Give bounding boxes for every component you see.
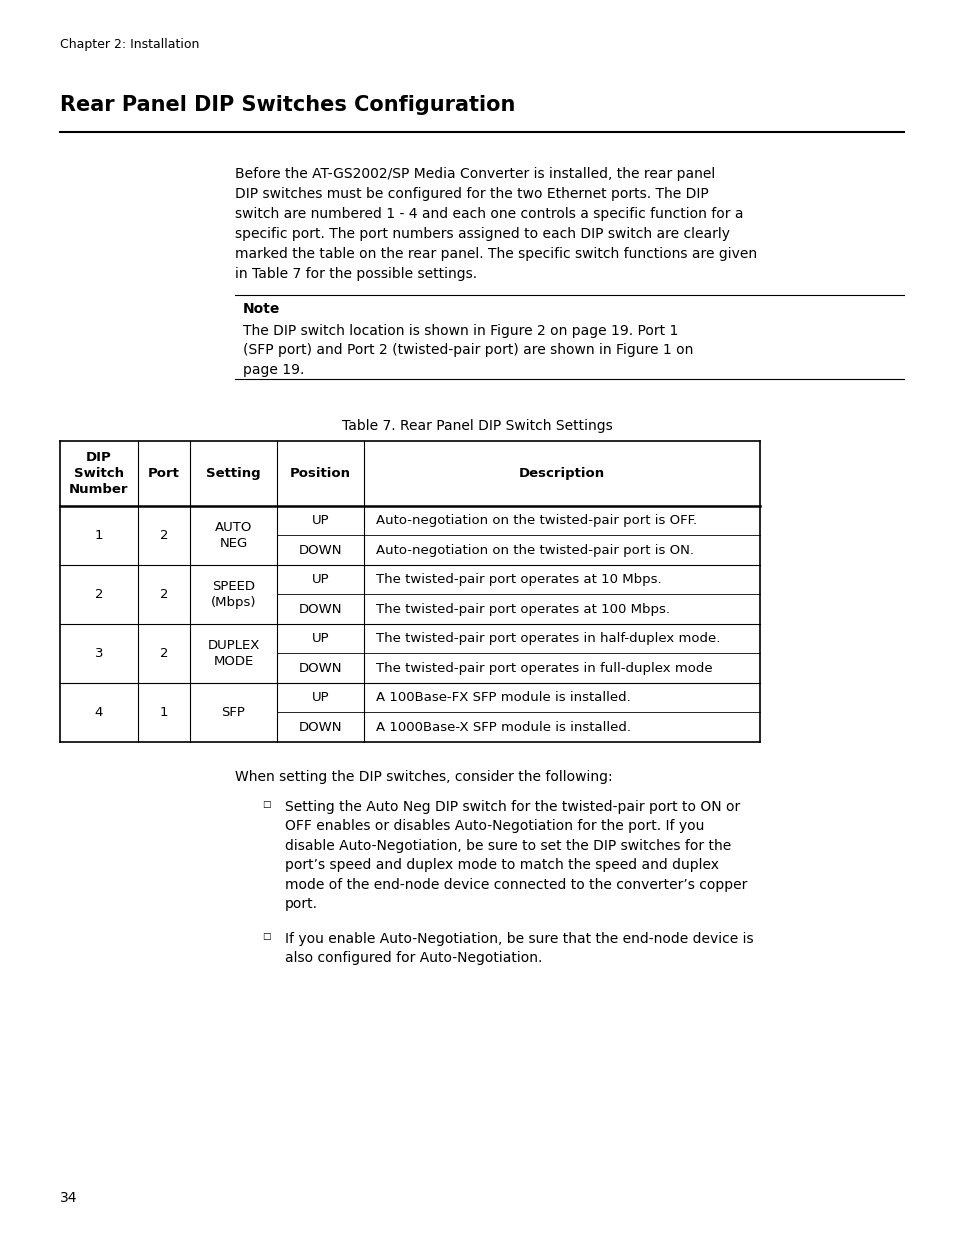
Text: Auto-negotiation on the twisted-pair port is ON.: Auto-negotiation on the twisted-pair por…	[375, 543, 693, 557]
Text: DUPLEX
MODE: DUPLEX MODE	[207, 638, 259, 668]
Text: DOWN: DOWN	[298, 603, 342, 616]
Text: Rear Panel DIP Switches Configuration: Rear Panel DIP Switches Configuration	[60, 95, 515, 115]
Text: 2: 2	[159, 647, 168, 659]
Text: □: □	[262, 932, 271, 941]
Text: SPEED
(Mbps): SPEED (Mbps)	[211, 580, 256, 609]
Text: Setting the Auto Neg DIP switch for the twisted-pair port to ON or
OFF enables o: Setting the Auto Neg DIP switch for the …	[285, 800, 746, 911]
Text: Note: Note	[243, 303, 280, 316]
Text: If you enable Auto-Negotiation, be sure that the end-node device is
also configu: If you enable Auto-Negotiation, be sure …	[285, 932, 753, 966]
Text: Chapter 2: Installation: Chapter 2: Installation	[60, 38, 199, 51]
Text: The twisted-pair port operates at 100 Mbps.: The twisted-pair port operates at 100 Mb…	[375, 603, 669, 616]
Text: The twisted-pair port operates in half-duplex mode.: The twisted-pair port operates in half-d…	[375, 632, 720, 645]
Text: DOWN: DOWN	[298, 662, 342, 674]
Text: 2: 2	[159, 588, 168, 601]
Text: 3: 3	[94, 647, 103, 659]
Text: 2: 2	[94, 588, 103, 601]
Text: UP: UP	[312, 514, 329, 527]
Text: The DIP switch location is shown in Figure 2 on page 19. Port 1
(SFP port) and P: The DIP switch location is shown in Figu…	[243, 324, 693, 377]
Text: AUTO
NEG: AUTO NEG	[214, 521, 252, 550]
Text: Port: Port	[148, 467, 180, 480]
Text: Table 7. Rear Panel DIP Switch Settings: Table 7. Rear Panel DIP Switch Settings	[341, 419, 612, 433]
Text: Auto-negotiation on the twisted-pair port is OFF.: Auto-negotiation on the twisted-pair por…	[375, 514, 697, 527]
Text: DOWN: DOWN	[298, 721, 342, 734]
Text: UP: UP	[312, 632, 329, 645]
Text: 1: 1	[94, 529, 103, 542]
Text: Setting: Setting	[206, 467, 260, 480]
Text: The twisted-pair port operates at 10 Mbps.: The twisted-pair port operates at 10 Mbp…	[375, 573, 661, 587]
Text: 34: 34	[60, 1191, 77, 1205]
Text: Description: Description	[518, 467, 604, 480]
Text: The twisted-pair port operates in full-duplex mode: The twisted-pair port operates in full-d…	[375, 662, 712, 674]
Text: UP: UP	[312, 573, 329, 587]
Text: UP: UP	[312, 692, 329, 704]
Text: 4: 4	[94, 706, 103, 719]
Text: Before the AT-GS2002/SP Media Converter is installed, the rear panel
DIP switche: Before the AT-GS2002/SP Media Converter …	[234, 167, 757, 282]
Text: A 1000Base-X SFP module is installed.: A 1000Base-X SFP module is installed.	[375, 721, 630, 734]
Text: □: □	[262, 800, 271, 809]
Text: 1: 1	[159, 706, 168, 719]
Text: 2: 2	[159, 529, 168, 542]
Text: DOWN: DOWN	[298, 543, 342, 557]
Text: SFP: SFP	[221, 706, 245, 719]
Text: A 100Base-FX SFP module is installed.: A 100Base-FX SFP module is installed.	[375, 692, 630, 704]
Text: When setting the DIP switches, consider the following:: When setting the DIP switches, consider …	[234, 769, 612, 784]
Text: DIP
Switch
Number: DIP Switch Number	[70, 451, 129, 496]
Text: Position: Position	[290, 467, 351, 480]
